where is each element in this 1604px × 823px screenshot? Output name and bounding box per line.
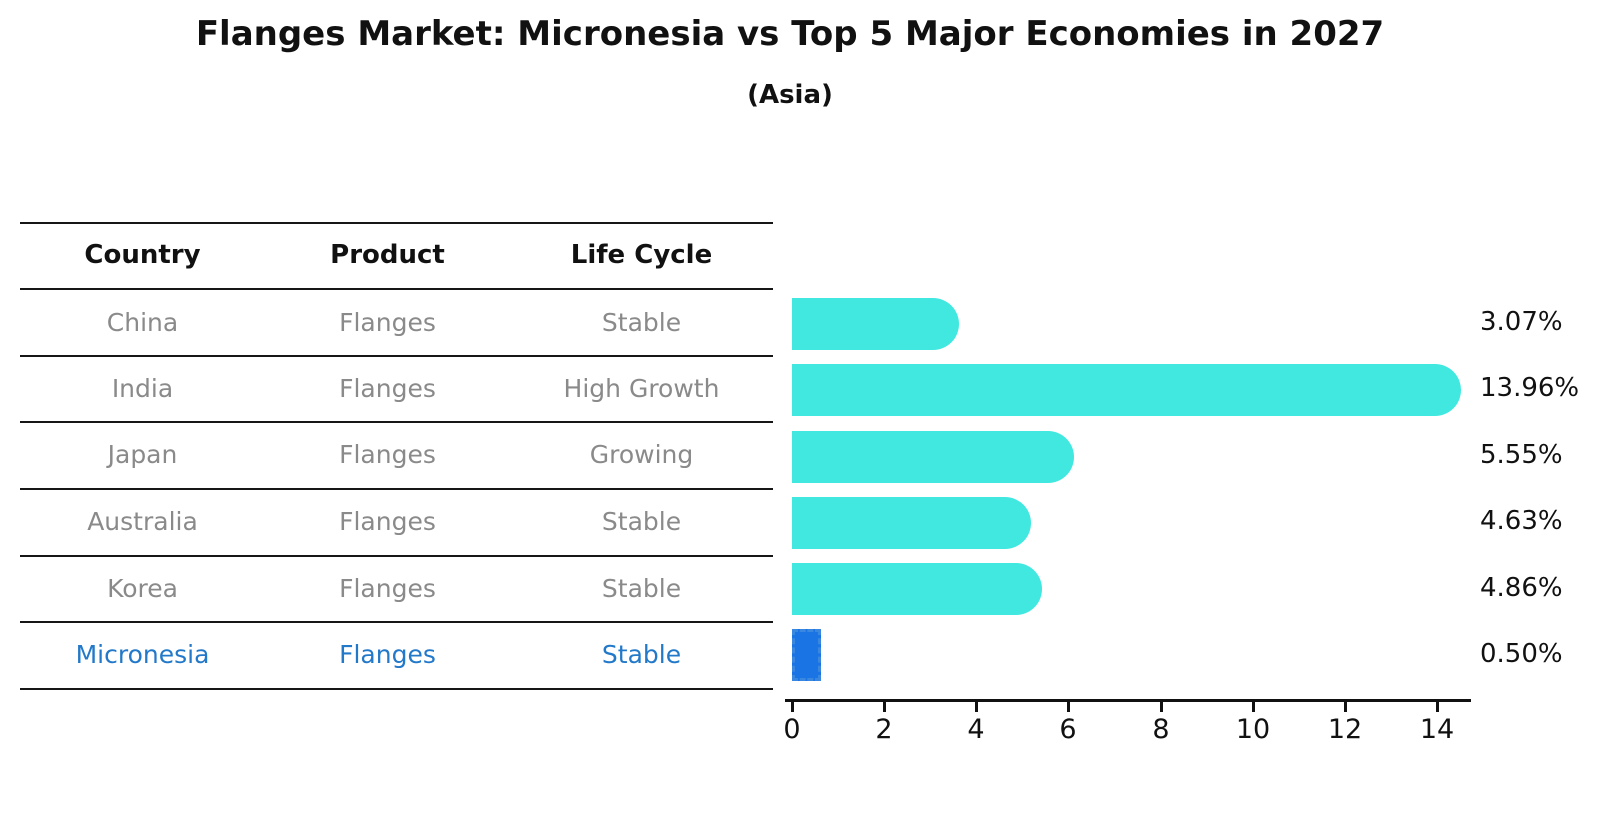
bar-value-label: 5.55%	[1480, 440, 1563, 470]
table-divider	[20, 688, 773, 690]
product-cell: Flanges	[339, 506, 436, 536]
bar-value-label: 0.50%	[1480, 639, 1563, 669]
table-row-korea: Korea Flanges Stable	[20, 555, 773, 621]
table-divider	[20, 555, 773, 557]
lifecycle-cell: Stable	[601, 639, 682, 669]
bar-micronesia-highlight	[792, 629, 822, 681]
bar-value-label: 4.86%	[1480, 573, 1563, 603]
x-axis-tick-label: 8	[1152, 714, 1170, 745]
x-axis-tick-label: 6	[1059, 714, 1077, 745]
x-axis-tick-label: 2	[875, 714, 893, 745]
x-axis-tick	[1436, 701, 1439, 712]
country-cell: India	[111, 373, 174, 403]
table-row-japan: Japan Flanges Growing	[20, 421, 773, 487]
x-axis-tick	[1344, 701, 1347, 712]
country-cell: Japan	[107, 439, 178, 469]
lifecycle-cell: Growing	[589, 439, 694, 469]
table-divider	[20, 488, 773, 490]
x-axis-line	[785, 699, 1471, 702]
table-row-china: China Flanges Stable	[20, 289, 773, 355]
page-subtitle: (Asia)	[747, 80, 833, 110]
product-cell: Flanges	[339, 573, 436, 603]
product-cell: Flanges	[339, 639, 436, 669]
x-axis-tick-label: 0	[783, 714, 801, 745]
bar-korea	[792, 563, 1042, 615]
bar-value-label: 3.07%	[1480, 307, 1563, 337]
product-cell: Flanges	[339, 307, 436, 337]
table-divider	[20, 421, 773, 423]
table-row-australia: Australia Flanges Stable	[20, 488, 773, 554]
x-axis-tick-label: 4	[967, 714, 985, 745]
page-title: Flanges Market: Micronesia vs Top 5 Majo…	[195, 14, 1385, 54]
x-axis-tick	[1252, 701, 1255, 712]
x-axis-tick	[883, 701, 886, 712]
column-header-lifecycle: Life Cycle	[570, 240, 713, 270]
bar-value-label: 4.63%	[1480, 506, 1563, 536]
country-cell: Micronesia	[75, 639, 210, 669]
x-axis-tick	[791, 701, 794, 712]
country-cell: Australia	[87, 506, 198, 536]
product-cell: Flanges	[339, 373, 436, 403]
table-row-india: India Flanges High Growth	[20, 355, 773, 421]
bar-value-label: 13.96%	[1480, 373, 1580, 403]
table-divider	[20, 222, 773, 224]
bar-china	[792, 298, 960, 350]
column-header-product: Product	[330, 240, 445, 270]
lifecycle-cell: Stable	[601, 307, 682, 337]
x-axis-tick	[1160, 701, 1163, 712]
table-header-row: Country Product Life Cycle	[20, 222, 773, 288]
bar-india	[792, 364, 1462, 416]
lifecycle-cell: High Growth	[563, 373, 720, 403]
country-cell: China	[106, 307, 179, 337]
table-divider	[20, 621, 773, 623]
bar-australia	[792, 497, 1032, 549]
product-cell: Flanges	[339, 439, 436, 469]
table-divider	[20, 355, 773, 357]
x-axis-tick	[975, 701, 978, 712]
table-divider	[20, 288, 773, 290]
country-cell: Korea	[107, 573, 178, 603]
bar-japan	[792, 431, 1074, 483]
lifecycle-cell: Stable	[601, 506, 682, 536]
x-axis-tick-label: 14	[1419, 714, 1455, 745]
x-axis-tick-label: 12	[1327, 714, 1363, 745]
table-row-micronesia: Micronesia Flanges Stable	[20, 621, 773, 687]
x-axis-tick-label: 10	[1235, 714, 1271, 745]
column-header-country: Country	[84, 240, 201, 270]
lifecycle-cell: Stable	[601, 573, 682, 603]
x-axis-tick	[1067, 701, 1070, 712]
